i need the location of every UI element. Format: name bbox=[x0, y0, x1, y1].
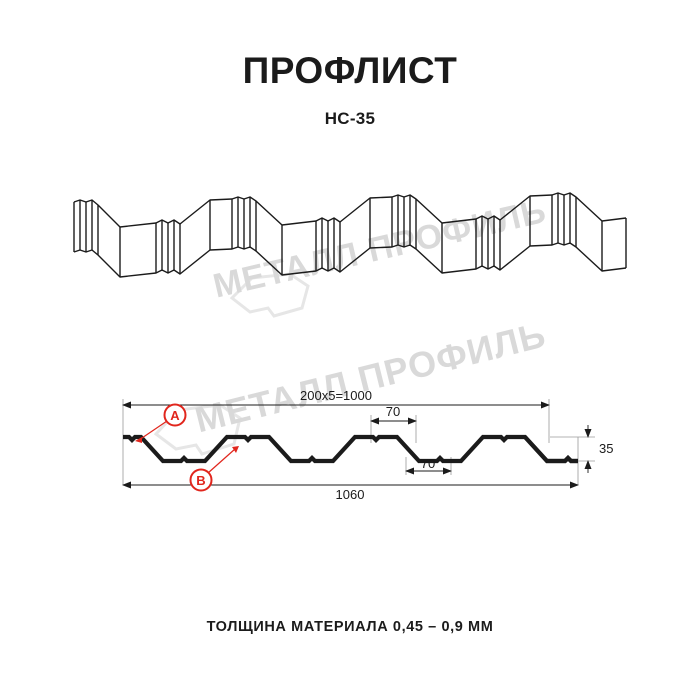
callout-b-label: B bbox=[196, 473, 205, 488]
callout-b: B bbox=[189, 446, 239, 492]
dimension-overall-width-text: 1060 bbox=[336, 487, 365, 502]
dimension-height: 35 bbox=[584, 425, 613, 473]
callout-b-circle bbox=[189, 468, 213, 492]
callout-a: A bbox=[135, 403, 187, 443]
cross-section-drawing: 200x5=1000 70 70 35 1060 bbox=[122, 388, 613, 502]
callout-a-label: A bbox=[170, 408, 180, 423]
dimension-crest-width-text: 70 bbox=[386, 404, 400, 419]
callout-a-circle bbox=[163, 403, 187, 427]
product-model-label: НС-35 bbox=[324, 109, 376, 128]
dimension-height-text: 35 bbox=[599, 441, 613, 456]
dimension-valley-width-text: 70 bbox=[421, 456, 435, 471]
page-header: ПРОФЛИСТ НС-35 bbox=[0, 52, 700, 129]
dimension-pitch-total: 200x5=1000 bbox=[122, 388, 550, 409]
dimension-pitch-total-text: 200x5=1000 bbox=[300, 388, 372, 403]
material-thickness-note: ТОЛЩИНА МАТЕРИАЛА 0,45 – 0,9 ММ bbox=[206, 619, 494, 635]
dimension-crest-width: 70 bbox=[370, 404, 417, 425]
dimension-valley-width: 70 bbox=[405, 456, 452, 475]
page-title: ПРОФЛИСТ bbox=[242, 50, 458, 91]
profile-section-path bbox=[123, 434, 578, 464]
isometric-profile-drawing bbox=[73, 192, 627, 278]
profile-section-path-end bbox=[523, 435, 578, 464]
dimension-overall-width: 1060 bbox=[122, 481, 579, 502]
